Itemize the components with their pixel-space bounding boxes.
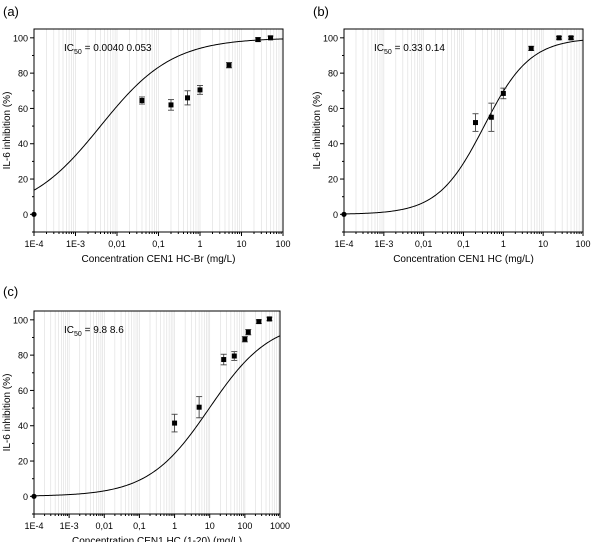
plot-frame xyxy=(33,310,281,515)
x-axis-title: Concentration CEN1 HC (1-20) (mg/L) xyxy=(72,536,242,542)
x-tick-label: 0,01 xyxy=(108,239,126,249)
y-tick-label: 40 xyxy=(18,421,28,431)
data-point xyxy=(255,37,261,43)
ic50-value: = 0.33 0.14 xyxy=(392,43,446,54)
y-tick-label: 60 xyxy=(18,104,28,114)
data-point xyxy=(245,329,251,335)
data-point xyxy=(266,316,272,322)
y-tick-label: 100 xyxy=(13,315,28,325)
fit-curve xyxy=(33,38,284,191)
x-tick-label: 10 xyxy=(205,521,215,531)
x-tick-label: 1E-3 xyxy=(374,239,393,249)
data-point xyxy=(226,62,232,68)
panel-label: (a) xyxy=(3,4,19,19)
y-tick-label: 40 xyxy=(18,139,28,149)
x-tick-label: 1E-4 xyxy=(334,239,353,249)
ic50-annotation: IC50 = 0.0040 0.053 xyxy=(64,43,152,56)
ic50-annotation: IC50 = 0.33 0.14 xyxy=(374,43,445,56)
y-tick-label: 20 xyxy=(328,175,338,185)
x-tick-label: 1E-4 xyxy=(24,521,43,531)
y-tick-label: 0 xyxy=(23,210,28,220)
y-tick-label: 80 xyxy=(18,69,28,79)
data-point xyxy=(221,357,227,363)
y-axis-title: IL-6 inhibition (%) xyxy=(2,374,13,452)
y-tick-label: 80 xyxy=(328,69,338,79)
x-axis-title: Concentration CEN1 HC (mg/L) xyxy=(393,254,534,265)
chart-panel-c: 1E-4 1E-3 0,01 0,1 1 10 100 1000 0 20 40 60 80 100 Con… xyxy=(2,284,290,542)
ic50-annotation: IC50 = 9.8 8.6 xyxy=(64,325,124,338)
x-tick-label: 10 xyxy=(236,239,246,249)
data-point xyxy=(568,35,574,41)
ic50-prefix: IC xyxy=(64,325,74,336)
data-point xyxy=(185,95,191,101)
x-tick-label: 1E-3 xyxy=(60,521,79,531)
x-tick-label: 0,1 xyxy=(152,239,165,249)
fit-curve xyxy=(343,39,584,215)
y-tick-label: 0 xyxy=(333,210,338,220)
data-point xyxy=(341,211,347,217)
x-tick-label: 100 xyxy=(575,239,590,249)
x-tick-label: 1E-3 xyxy=(66,239,85,249)
x-tick-label: 0,01 xyxy=(96,521,114,531)
x-tick-label: 0,01 xyxy=(415,239,433,249)
chart-panel-a: 1E-4 1E-3 0,01 0,1 1 10 100 0 20 40 60 80 100 Concent… xyxy=(2,4,291,265)
y-tick-label: 80 xyxy=(18,351,28,361)
x-tick-label: 0,1 xyxy=(133,521,146,531)
data-point xyxy=(231,353,237,359)
y-axis-title: IL-6 inhibition (%) xyxy=(312,92,323,170)
data-point xyxy=(472,120,478,126)
y-tick-label: 40 xyxy=(328,139,338,149)
data-point xyxy=(31,211,37,217)
x-tick-label: 1 xyxy=(197,239,202,249)
y-tick-label: 60 xyxy=(328,104,338,114)
data-point xyxy=(268,35,274,41)
data-point xyxy=(196,404,202,410)
y-tick-label: 20 xyxy=(18,175,28,185)
x-tick-label: 100 xyxy=(275,239,290,249)
data-point xyxy=(31,493,37,499)
data-point xyxy=(556,35,562,41)
x-tick-label: 0,1 xyxy=(457,239,470,249)
y-tick-label: 0 xyxy=(23,492,28,502)
ic50-subscript: 50 xyxy=(384,49,392,56)
ic50-prefix: IC xyxy=(374,43,384,54)
data-point xyxy=(197,87,203,93)
ic50-value: = 9.8 8.6 xyxy=(82,325,124,336)
ic50-subscript: 50 xyxy=(74,49,82,56)
ic50-value: = 0.0040 0.053 xyxy=(82,43,152,54)
panel-label: (b) xyxy=(313,4,329,19)
chart-panel-b: 1E-4 1E-3 0,01 0,1 1 10 100 0 20 40 60 80 100 Concent… xyxy=(312,4,591,265)
y-tick-label: 100 xyxy=(13,33,28,43)
ic50-prefix: IC xyxy=(64,43,74,54)
fit-curve xyxy=(33,335,281,497)
y-tick-label: 60 xyxy=(18,386,28,396)
x-tick-label: 100 xyxy=(237,521,252,531)
ic50-subscript: 50 xyxy=(74,331,82,338)
y-axis-title: IL-6 inhibition (%) xyxy=(2,92,13,170)
panel-label: (c) xyxy=(3,284,18,299)
x-tick-label: 1 xyxy=(172,521,177,531)
data-point xyxy=(528,45,534,51)
x-tick-label: 1E-4 xyxy=(24,239,43,249)
data-point xyxy=(139,97,145,103)
data-point xyxy=(172,420,178,426)
x-axis-title: Concentration CEN1 HC-Br (mg/L) xyxy=(82,254,236,265)
y-tick-label: 100 xyxy=(323,33,338,43)
data-point xyxy=(500,90,506,96)
data-point xyxy=(488,114,494,120)
x-tick-label: 10 xyxy=(538,239,548,249)
data-point xyxy=(256,319,262,325)
x-tick-label: 1 xyxy=(501,239,506,249)
y-tick-label: 20 xyxy=(18,457,28,467)
x-tick-label: 1000 xyxy=(270,521,290,531)
data-point xyxy=(242,336,248,342)
data-point xyxy=(168,102,174,108)
